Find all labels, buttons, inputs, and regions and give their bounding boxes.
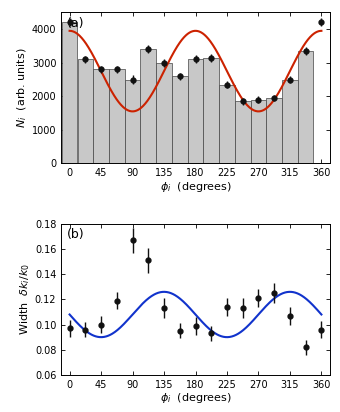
Bar [188, 59, 203, 164]
Bar [93, 70, 109, 164]
Text: (b): (b) [67, 228, 84, 241]
Y-axis label: $N_i$  (arb. units): $N_i$ (arb. units) [15, 48, 29, 128]
Bar [78, 59, 93, 164]
Bar [203, 58, 219, 164]
Bar [125, 80, 140, 164]
Bar [282, 80, 298, 164]
X-axis label: $\phi_i$  (degrees): $\phi_i$ (degrees) [160, 391, 231, 405]
Text: (a): (a) [67, 17, 84, 30]
Bar [235, 101, 251, 164]
Bar [172, 76, 188, 164]
Bar [140, 49, 156, 164]
Bar [156, 63, 172, 164]
Bar [62, 22, 78, 164]
Y-axis label: Width  $\delta k_i / k_0$: Width $\delta k_i / k_0$ [18, 263, 32, 335]
X-axis label: $\phi_i$  (degrees): $\phi_i$ (degrees) [160, 180, 231, 194]
Bar [251, 100, 266, 164]
Bar [267, 98, 282, 164]
Bar [298, 51, 313, 164]
Bar [219, 84, 235, 164]
Bar [109, 70, 124, 164]
